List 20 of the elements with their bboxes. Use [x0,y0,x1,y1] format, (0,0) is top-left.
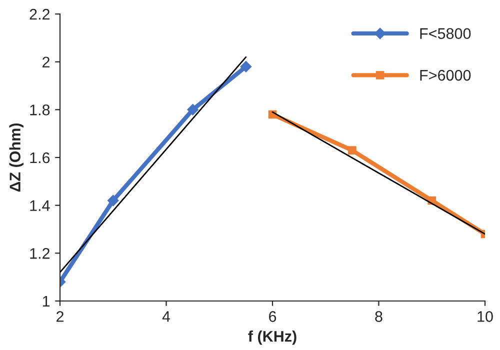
x-tick-label: 8 [375,311,382,322]
y-tick-label: 1.6 [30,152,50,164]
x-tick-label: 6 [269,311,276,322]
y-tick-label: 1 [42,296,50,307]
y-axis-title: ΔZ (Ohm) [9,123,24,192]
legend-label: F>6000 [420,70,471,81]
point [186,104,199,116]
x-tick-label: 10 [478,311,493,322]
y-tick-label: 2 [42,56,50,68]
x-tick-label: 4 [162,311,170,322]
y-tick-label: 2.2 [30,8,50,20]
legend-label: F<5800 [420,28,471,39]
point [240,60,252,73]
y-tick-label: 1.2 [30,248,50,259]
y-tick-label: 1.4 [30,200,50,211]
y-tick-label: 1.8 [30,104,50,116]
x-tick-label: 2 [56,311,64,322]
point [348,146,356,154]
x-axis-title: f (KHz) [248,330,296,345]
point [107,194,120,206]
